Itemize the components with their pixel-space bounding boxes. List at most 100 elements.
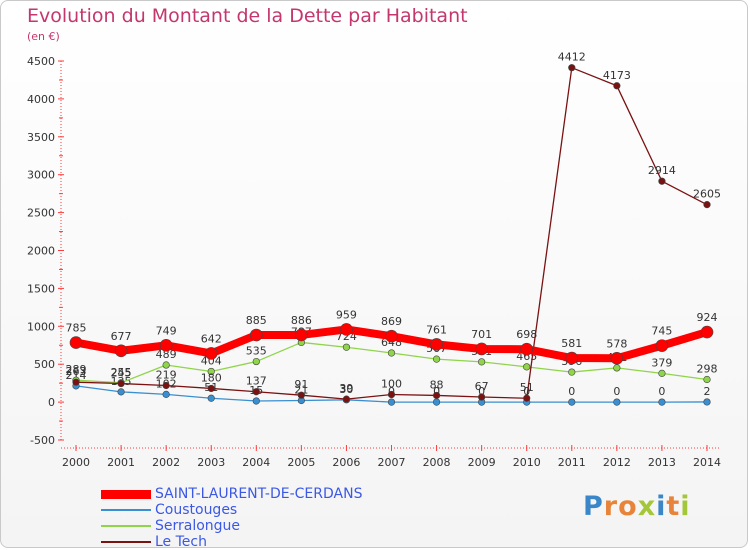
x-tick-label: 2001 xyxy=(107,456,135,469)
data-label-le-tech: 2605 xyxy=(693,188,721,201)
data-point-le-tech xyxy=(72,378,80,386)
data-point-le-tech xyxy=(478,393,486,401)
data-point-serralongue xyxy=(523,363,531,371)
x-tick-label: 2008 xyxy=(423,456,451,469)
y-tick-label: 3000 xyxy=(27,169,55,182)
data-point-le-tech xyxy=(613,82,621,90)
data-point-saint-laurent-de-cerdans xyxy=(655,339,669,352)
data-point-le-tech xyxy=(342,395,351,403)
data-point-coustouges xyxy=(703,398,711,406)
data-point-le-tech xyxy=(252,388,260,396)
data-label-coustouges: 0 xyxy=(478,385,485,398)
data-point-le-tech xyxy=(432,391,441,400)
chart-title: Evolution du Montant de la Dette par Hab… xyxy=(27,5,468,27)
data-point-le-tech xyxy=(297,391,305,399)
data-point-saint-laurent-de-cerdans xyxy=(159,339,173,352)
data-label-le-tech: 263 xyxy=(66,365,87,378)
data-label-serralongue: 404 xyxy=(201,354,222,367)
x-tick-label: 2005 xyxy=(287,456,315,469)
data-label-serralongue: 489 xyxy=(156,348,177,361)
legend-swatch xyxy=(101,541,151,543)
data-label-saint-laurent-de-cerdans: 642 xyxy=(201,332,222,345)
legend-item: Coustouges xyxy=(101,502,421,518)
data-label-le-tech: 4173 xyxy=(603,69,631,82)
data-label-saint-laurent-de-cerdans: 745 xyxy=(651,325,672,338)
x-tick-label: 2011 xyxy=(558,456,586,469)
data-point-saint-laurent-de-cerdans xyxy=(520,342,534,356)
y-tick-label: 4000 xyxy=(27,93,55,106)
data-point-saint-laurent-de-cerdans xyxy=(565,351,579,365)
data-point-le-tech xyxy=(117,379,125,388)
x-tick-label: 2000 xyxy=(62,456,90,469)
data-label-le-tech: 4412 xyxy=(558,51,586,64)
legend-label: SAINT-LAURENT-DE-CERDANS xyxy=(155,486,363,502)
x-tick-label: 2006 xyxy=(332,456,360,469)
data-point-coustouges xyxy=(658,398,666,406)
data-point-saint-laurent-de-cerdans xyxy=(69,336,83,349)
logo-letter: i xyxy=(680,491,691,522)
data-label-saint-laurent-de-cerdans: 761 xyxy=(426,323,447,336)
legend-label: Le Tech xyxy=(155,534,207,548)
data-point-le-tech xyxy=(162,381,170,390)
data-point-serralongue xyxy=(703,375,711,384)
data-point-serralongue xyxy=(432,355,441,363)
y-tick-label: -500 xyxy=(30,434,55,447)
legend-item: Le Tech xyxy=(101,534,421,548)
data-point-le-tech xyxy=(568,64,576,72)
data-label-coustouges: 30 xyxy=(339,383,353,396)
data-point-le-tech xyxy=(387,390,396,399)
data-point-saint-laurent-de-cerdans xyxy=(475,342,488,356)
data-label-coustouges: 0 xyxy=(613,385,620,398)
data-label-saint-laurent-de-cerdans: 885 xyxy=(246,314,267,327)
data-point-saint-laurent-de-cerdans xyxy=(700,325,714,339)
data-point-saint-laurent-de-cerdans xyxy=(340,323,353,336)
y-tick-label: 4500 xyxy=(27,55,55,68)
data-label-le-tech: 39 xyxy=(339,382,353,395)
logo-letter: P xyxy=(583,491,604,522)
data-point-coustouges xyxy=(432,398,441,406)
data-label-le-tech: 219 xyxy=(156,368,177,381)
data-point-serralongue xyxy=(568,368,576,376)
data-label-saint-laurent-de-cerdans: 698 xyxy=(516,328,537,341)
x-tick-label: 2013 xyxy=(648,456,676,469)
data-point-le-tech xyxy=(523,394,531,402)
data-point-le-tech xyxy=(207,384,215,393)
x-tick-label: 2009 xyxy=(468,456,496,469)
data-label-saint-laurent-de-cerdans: 701 xyxy=(471,328,492,341)
data-label-le-tech: 245 xyxy=(111,367,132,380)
y-tick-label: 2500 xyxy=(27,207,55,220)
y-tick-label: 500 xyxy=(34,358,55,371)
data-label-serralongue: 289 xyxy=(66,363,87,376)
data-label-coustouges: 0 xyxy=(568,385,575,398)
logo-letter: t xyxy=(666,491,681,522)
data-point-serralongue xyxy=(162,361,170,369)
data-label-saint-laurent-de-cerdans: 677 xyxy=(111,330,132,343)
legend-label: Coustouges xyxy=(155,502,238,518)
data-point-coustouges xyxy=(252,397,260,405)
logo-letter: i xyxy=(656,491,667,522)
data-label-le-tech: 67 xyxy=(475,380,489,393)
x-tick-label: 2007 xyxy=(378,456,406,469)
y-tick-label: 1500 xyxy=(27,282,55,295)
data-label-le-tech: 2914 xyxy=(648,164,676,177)
data-point-coustouges xyxy=(387,398,396,406)
data-label-coustouges: 214 xyxy=(66,369,87,382)
data-point-saint-laurent-de-cerdans xyxy=(610,351,624,365)
chart-subtitle: (en €) xyxy=(27,30,60,43)
data-label-coustouges: 2 xyxy=(704,385,711,398)
data-label-le-tech: 91 xyxy=(294,378,308,391)
legend-item: Serralongue xyxy=(101,518,421,534)
data-point-saint-laurent-de-cerdans xyxy=(204,347,218,360)
data-label-saint-laurent-de-cerdans: 869 xyxy=(381,315,402,328)
data-point-coustouges xyxy=(117,388,125,396)
data-point-saint-laurent-de-cerdans xyxy=(430,338,443,351)
data-point-serralongue xyxy=(658,369,666,377)
x-tick-label: 2004 xyxy=(242,456,270,469)
data-label-coustouges: 0 xyxy=(658,385,665,398)
y-tick-label: 3500 xyxy=(27,131,55,144)
data-point-serralongue xyxy=(252,357,260,366)
data-label-serralongue: 535 xyxy=(246,345,267,358)
data-point-coustouges xyxy=(613,398,621,406)
